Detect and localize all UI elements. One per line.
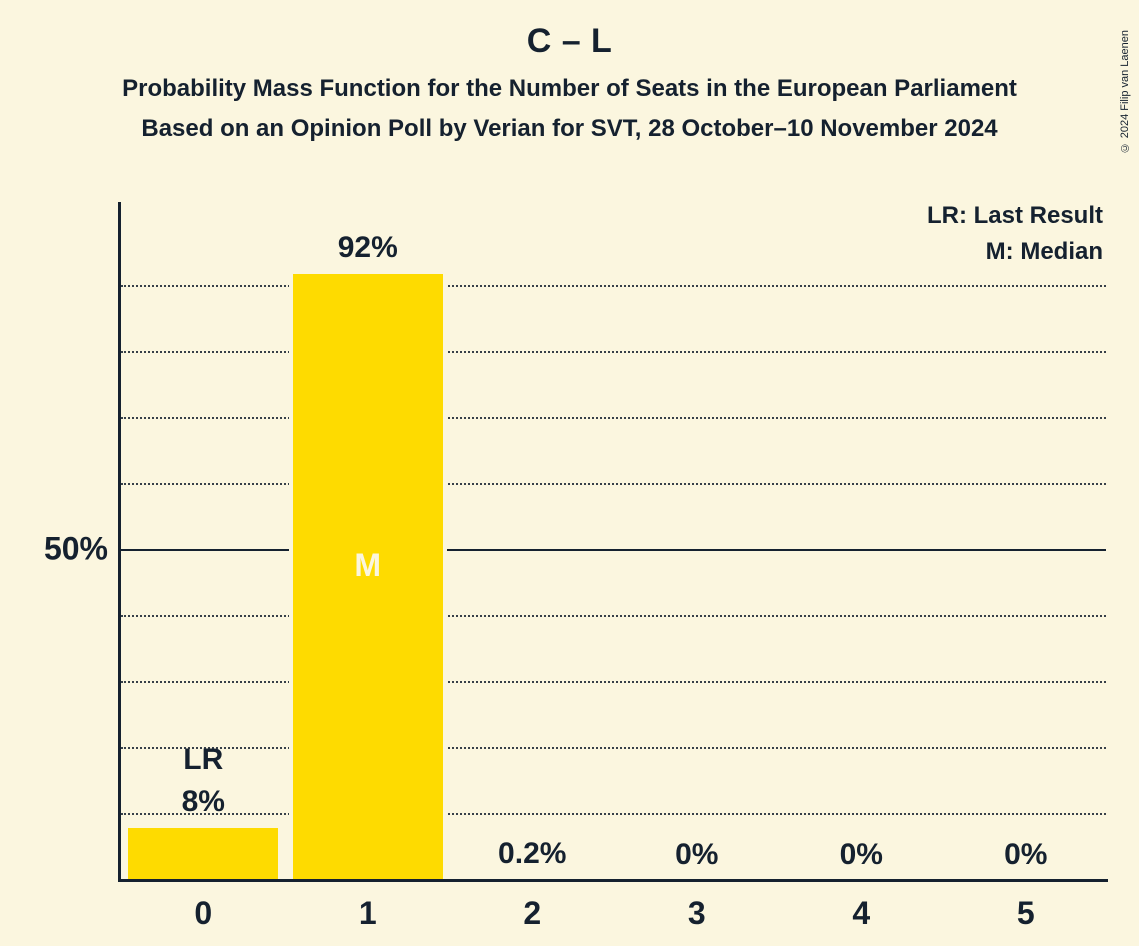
- chart-plot-area: 8%092%10.2%20%30%40%5LRM LR: Last Result…: [118, 202, 1108, 882]
- chart-subtitle-2: Based on an Opinion Poll by Verian for S…: [0, 115, 1139, 143]
- gridline-minor: [121, 813, 1106, 815]
- annotation-median: M: [354, 547, 381, 584]
- x-tick-label-2: 2: [523, 895, 541, 932]
- bar-0: [124, 826, 282, 879]
- bar-value-label-1: 92%: [338, 231, 398, 265]
- bar-value-label-4: 0%: [840, 838, 883, 872]
- x-tick-label-4: 4: [852, 895, 870, 932]
- x-tick-label-1: 1: [359, 895, 377, 932]
- bar-value-label-2: 0.2%: [498, 837, 566, 871]
- bar-value-label-5: 0%: [1004, 838, 1047, 872]
- x-tick-label-3: 3: [688, 895, 706, 932]
- bar-value-label-0: 8%: [182, 785, 225, 819]
- y-axis: [118, 202, 121, 882]
- gridline-minor: [121, 417, 1106, 419]
- legend-lr: LR: Last Result: [927, 202, 1103, 230]
- gridline-minor: [121, 285, 1106, 287]
- legend-m: M: Median: [986, 238, 1103, 266]
- x-tick-label-0: 0: [194, 895, 212, 932]
- gridline-minor: [121, 681, 1106, 683]
- chart-subtitle-1: Probability Mass Function for the Number…: [0, 75, 1139, 103]
- gridline-minor: [121, 483, 1106, 485]
- copyright-text: © 2024 Filip van Laenen: [1119, 30, 1131, 153]
- x-tick-label-5: 5: [1017, 895, 1035, 932]
- x-axis: [118, 879, 1108, 882]
- chart-title: C – L: [0, 22, 1139, 61]
- y-tick-label: 50%: [44, 531, 108, 568]
- annotation-lr: LR: [183, 743, 223, 777]
- bar-2: [453, 877, 611, 879]
- gridline-minor: [121, 615, 1106, 617]
- gridline-minor: [121, 351, 1106, 353]
- gridline-minor: [121, 747, 1106, 749]
- gridline-major: [121, 549, 1106, 551]
- bar-value-label-3: 0%: [675, 838, 718, 872]
